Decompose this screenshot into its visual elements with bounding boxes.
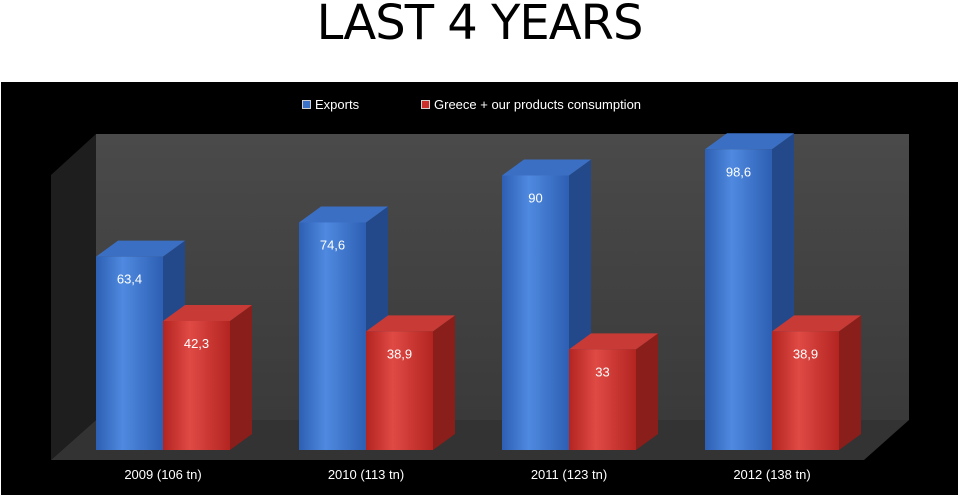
bar-top — [299, 206, 388, 223]
bar-greece-3 — [569, 333, 658, 450]
bar-top — [163, 304, 252, 321]
bar-front — [569, 349, 636, 450]
bar-top — [366, 315, 455, 332]
data-label-exports-4: 98,6 — [726, 164, 751, 179]
legend-label-greece: Greece + our products consumption — [434, 96, 642, 112]
data-label-exports-3: 90 — [528, 191, 542, 206]
bar-front — [366, 331, 433, 450]
bar-top — [502, 159, 591, 176]
bar-top — [569, 333, 658, 350]
data-label-greece-4: 38,9 — [793, 346, 818, 361]
bar-top — [705, 133, 794, 150]
bar-side — [230, 304, 252, 450]
x-tick-label-3: 2011 (123 tn) — [531, 467, 607, 482]
bar-front — [299, 222, 366, 450]
legend-label-exports: Exports — [315, 96, 360, 112]
bar-side — [433, 315, 455, 450]
legend-swatch-greece — [421, 99, 430, 109]
bar-top — [96, 240, 185, 257]
data-label-greece-3: 33 — [595, 364, 609, 379]
data-label-greece-2: 38,9 — [387, 346, 412, 361]
page-title: LAST 4 YEARS — [316, 0, 644, 51]
x-tick-label-1: 2009 (106 tn) — [124, 467, 201, 482]
bar-front — [502, 175, 569, 450]
data-label-greece-1: 42,3 — [184, 336, 209, 351]
bar-front — [96, 256, 163, 450]
legend-swatch-exports — [302, 99, 311, 109]
x-tick-label-2: 2010 (113 tn) — [328, 467, 404, 482]
bar-front — [772, 331, 839, 450]
bar-front — [163, 320, 230, 450]
legend-item-greece: Greece + our products consumption — [421, 96, 641, 112]
bar-side — [636, 333, 658, 450]
data-label-exports-1: 63,4 — [117, 272, 142, 287]
bar-front — [705, 149, 772, 450]
legend-item-exports: Exports — [302, 96, 359, 112]
chart-side-wall — [51, 134, 96, 460]
bar-greece-1 — [163, 304, 252, 450]
chart-panel: 63,4 42,3 2009 (106 tn) 74,6 38,9 2010 (113 t… — [1, 82, 958, 495]
data-label-exports-2: 74,6 — [320, 237, 345, 252]
x-tick-label-4: 2012 (138 tn) — [733, 467, 810, 482]
chart-floor — [51, 420, 909, 460]
bar-greece-4 — [772, 315, 861, 450]
bar-side — [839, 315, 861, 450]
bar-chart: 63,4 42,3 2009 (106 tn) 74,6 38,9 2010 (113 t… — [51, 133, 909, 482]
bar-top — [772, 315, 861, 332]
bar-greece-2 — [366, 315, 455, 450]
